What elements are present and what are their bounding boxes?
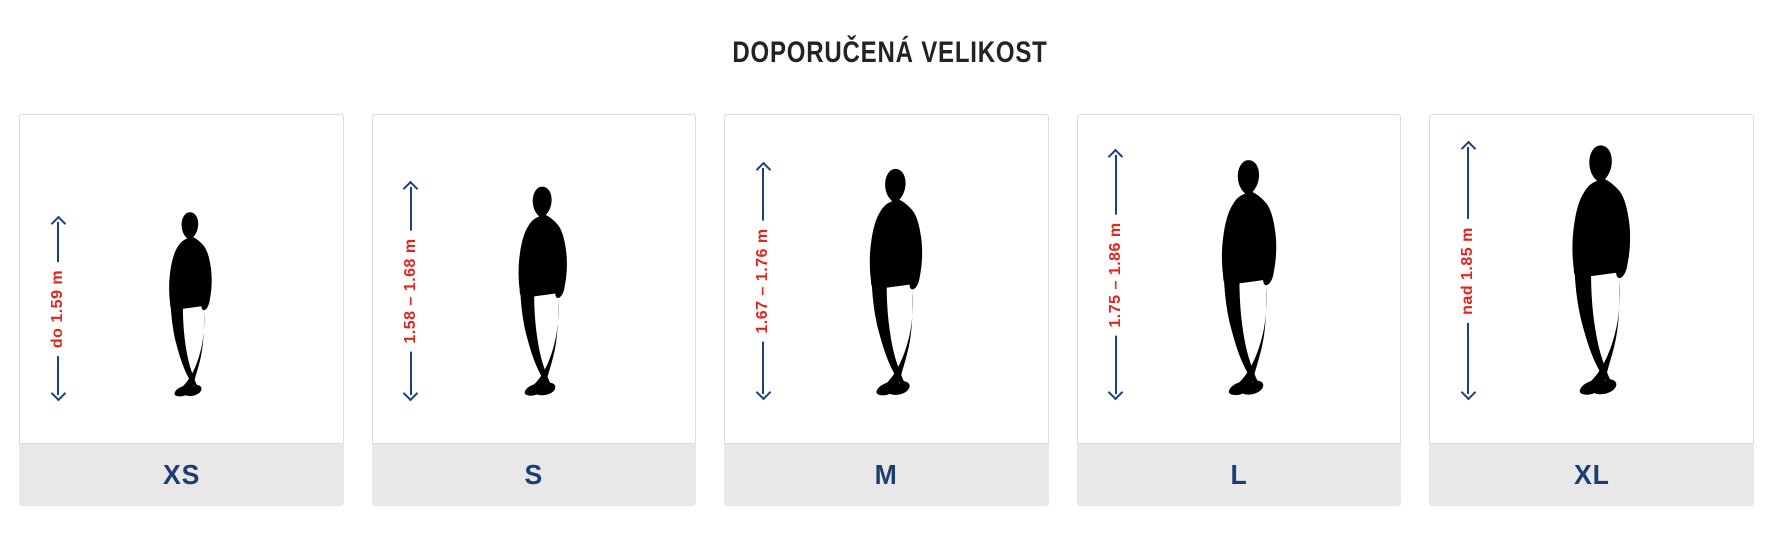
size-label: S <box>524 459 544 490</box>
arrow-down-icon <box>402 385 419 402</box>
height-measure: 1.67 – 1.76 m <box>750 161 776 401</box>
height-measure: 1.58 – 1.68 m <box>398 180 424 402</box>
height-measure: do 1.59 m <box>45 215 71 402</box>
arrow-down-icon <box>1460 384 1477 401</box>
size-card-s: 1.58 – 1.68 m S <box>371 114 697 506</box>
person-figure <box>869 168 923 396</box>
size-label: M <box>874 459 899 490</box>
person-figure <box>518 186 568 396</box>
person-figure <box>168 212 212 397</box>
size-label-bar: XL <box>1429 444 1754 506</box>
size-label-bar: S <box>371 444 697 506</box>
height-range-label: do 1.59 m <box>49 261 67 356</box>
arrow-down-icon <box>50 385 66 402</box>
size-card-body: nad 1.85 m <box>1429 114 1754 444</box>
arrow-down-icon <box>755 384 771 401</box>
height-range-label: 1.75 – 1.86 m <box>1106 213 1125 336</box>
size-card-body: 1.75 – 1.86 m <box>1076 114 1402 444</box>
size-label-bar: XS <box>19 444 344 506</box>
height-measure: 1.75 – 1.86 m <box>1103 148 1129 401</box>
height-range-label: 1.67 – 1.76 m <box>754 220 773 342</box>
size-label-bar: M <box>724 444 1049 506</box>
arrow-up-icon <box>755 161 771 178</box>
size-cards-row: do 1.59 m XS 1.58 – 1.68 m S <box>19 114 1754 506</box>
size-label: XL <box>1573 459 1610 490</box>
arrow-up-icon <box>1460 140 1477 157</box>
arrow-up-icon <box>402 180 419 197</box>
size-card-body: 1.67 – 1.76 m <box>724 114 1049 444</box>
height-range-label: nad 1.85 m <box>1459 218 1478 323</box>
size-card-body: 1.58 – 1.68 m <box>371 114 697 444</box>
page-title: DOPORUČENÁ VELIKOST <box>732 36 1048 69</box>
person-figure <box>1572 145 1631 395</box>
size-card-l: 1.75 – 1.86 m L <box>1076 114 1402 506</box>
arrow-up-icon <box>50 215 66 232</box>
size-label: L <box>1230 459 1248 490</box>
arrow-up-icon <box>1108 148 1124 165</box>
size-card-xl: nad 1.85 m XL <box>1429 114 1754 506</box>
arrow-down-icon <box>1108 384 1124 401</box>
person-figure <box>1221 160 1276 396</box>
size-label: XS <box>162 459 200 490</box>
size-card-m: 1.67 – 1.76 m M <box>724 114 1049 506</box>
height-range-label: 1.58 – 1.68 m <box>401 230 420 352</box>
size-label-bar: L <box>1076 444 1402 506</box>
header: DOPORUČENÁ VELIKOST <box>0 38 1780 68</box>
size-card-xs: do 1.59 m XS <box>19 114 344 506</box>
size-card-body: do 1.59 m <box>19 114 344 444</box>
height-measure: nad 1.85 m <box>1455 140 1481 401</box>
